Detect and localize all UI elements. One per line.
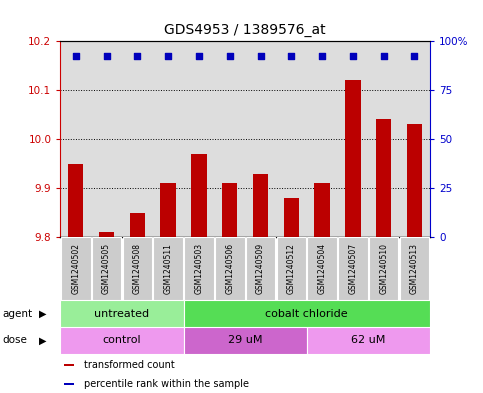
Point <box>72 53 80 59</box>
Point <box>103 53 111 59</box>
Text: GSM1240504: GSM1240504 <box>318 243 327 294</box>
Bar <box>407 125 422 237</box>
Text: agent: agent <box>2 309 32 319</box>
Point <box>380 53 387 59</box>
Bar <box>246 237 275 300</box>
Bar <box>277 237 306 300</box>
Text: GSM1240508: GSM1240508 <box>133 243 142 294</box>
Text: GSM1240513: GSM1240513 <box>410 243 419 294</box>
Bar <box>215 237 244 300</box>
Bar <box>253 174 268 237</box>
Point <box>164 53 172 59</box>
Text: GSM1240506: GSM1240506 <box>225 243 234 294</box>
Bar <box>99 233 114 237</box>
Bar <box>92 237 121 300</box>
Text: 29 uM: 29 uM <box>228 335 262 345</box>
Point <box>287 53 295 59</box>
Bar <box>184 237 213 300</box>
Bar <box>64 384 74 385</box>
Bar <box>154 237 183 300</box>
Text: GSM1240510: GSM1240510 <box>379 243 388 294</box>
Bar <box>284 198 299 237</box>
Text: untreated: untreated <box>94 309 150 319</box>
Bar <box>222 184 238 237</box>
Point <box>195 53 203 59</box>
Text: GSM1240511: GSM1240511 <box>164 243 172 294</box>
Bar <box>60 300 184 327</box>
Bar <box>400 237 429 300</box>
Bar <box>338 237 368 300</box>
Text: ▶: ▶ <box>39 335 46 345</box>
Title: GDS4953 / 1389576_at: GDS4953 / 1389576_at <box>164 23 326 37</box>
Bar <box>307 327 430 354</box>
Text: ▶: ▶ <box>39 309 46 319</box>
Bar <box>129 213 145 237</box>
Bar <box>160 184 176 237</box>
Bar <box>61 237 90 300</box>
Bar <box>376 119 391 237</box>
Text: GSM1240507: GSM1240507 <box>348 243 357 294</box>
Point <box>318 53 326 59</box>
Bar <box>184 300 430 327</box>
Text: GSM1240512: GSM1240512 <box>287 243 296 294</box>
Bar <box>68 164 84 237</box>
Text: percentile rank within the sample: percentile rank within the sample <box>85 379 249 389</box>
Text: cobalt chloride: cobalt chloride <box>265 309 348 319</box>
Bar <box>60 327 184 354</box>
Text: GSM1240502: GSM1240502 <box>71 243 80 294</box>
Bar <box>184 327 307 354</box>
Bar <box>64 364 74 365</box>
Point <box>411 53 418 59</box>
Bar <box>191 154 207 237</box>
Bar <box>307 237 337 300</box>
Text: GSM1240505: GSM1240505 <box>102 243 111 294</box>
Point <box>256 53 264 59</box>
Point <box>349 53 357 59</box>
Text: 62 uM: 62 uM <box>351 335 385 345</box>
Bar <box>314 184 330 237</box>
Point <box>226 53 234 59</box>
Point <box>133 53 141 59</box>
Text: transformed count: transformed count <box>85 360 175 370</box>
Text: dose: dose <box>2 335 28 345</box>
Text: GSM1240509: GSM1240509 <box>256 243 265 294</box>
Bar <box>369 237 398 300</box>
Text: GSM1240503: GSM1240503 <box>195 243 203 294</box>
Text: control: control <box>103 335 141 345</box>
Bar <box>123 237 152 300</box>
Bar <box>345 80 361 237</box>
